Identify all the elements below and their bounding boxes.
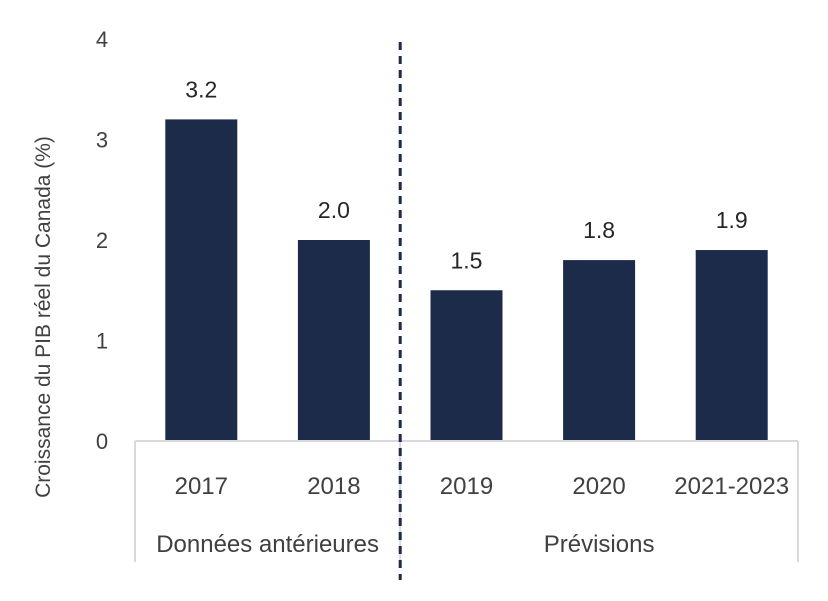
group-label: Prévisions (544, 531, 655, 558)
category-labels: 2017 2018 2019 2020 2021-2023 (175, 473, 789, 500)
y-axis-title: Croissance du PIB réel du Canada (%) (32, 136, 55, 498)
y-tick-label: 0 (96, 429, 108, 454)
bar (297, 240, 370, 441)
x-axis (134, 440, 799, 562)
y-tick-label: 3 (96, 128, 108, 153)
bar (695, 250, 768, 441)
category-label: 2017 (175, 473, 228, 500)
data-label: 3.2 (185, 76, 217, 102)
data-label: 1.9 (716, 207, 748, 233)
y-tick-label: 2 (96, 228, 108, 253)
data-labels: 3.2 2.0 1.5 1.8 1.9 (185, 76, 747, 273)
category-label: 2018 (307, 473, 360, 500)
category-label: 2019 (440, 473, 493, 500)
category-label: 2021-2023 (674, 473, 789, 500)
bar (430, 290, 503, 441)
y-tick-label: 1 (96, 329, 108, 354)
bars (165, 119, 768, 442)
data-label: 1.8 (583, 217, 615, 243)
bar (165, 119, 238, 442)
y-tick-label: 4 (96, 27, 108, 52)
data-label: 1.5 (451, 247, 483, 273)
bar (563, 260, 636, 441)
category-label: 2020 (572, 473, 625, 500)
y-axis-ticks: 0 1 2 3 4 (96, 27, 108, 454)
group-labels: Données antérieures Prévisions (156, 531, 654, 558)
data-label: 2.0 (318, 197, 350, 223)
group-label: Données antérieures (156, 531, 379, 558)
